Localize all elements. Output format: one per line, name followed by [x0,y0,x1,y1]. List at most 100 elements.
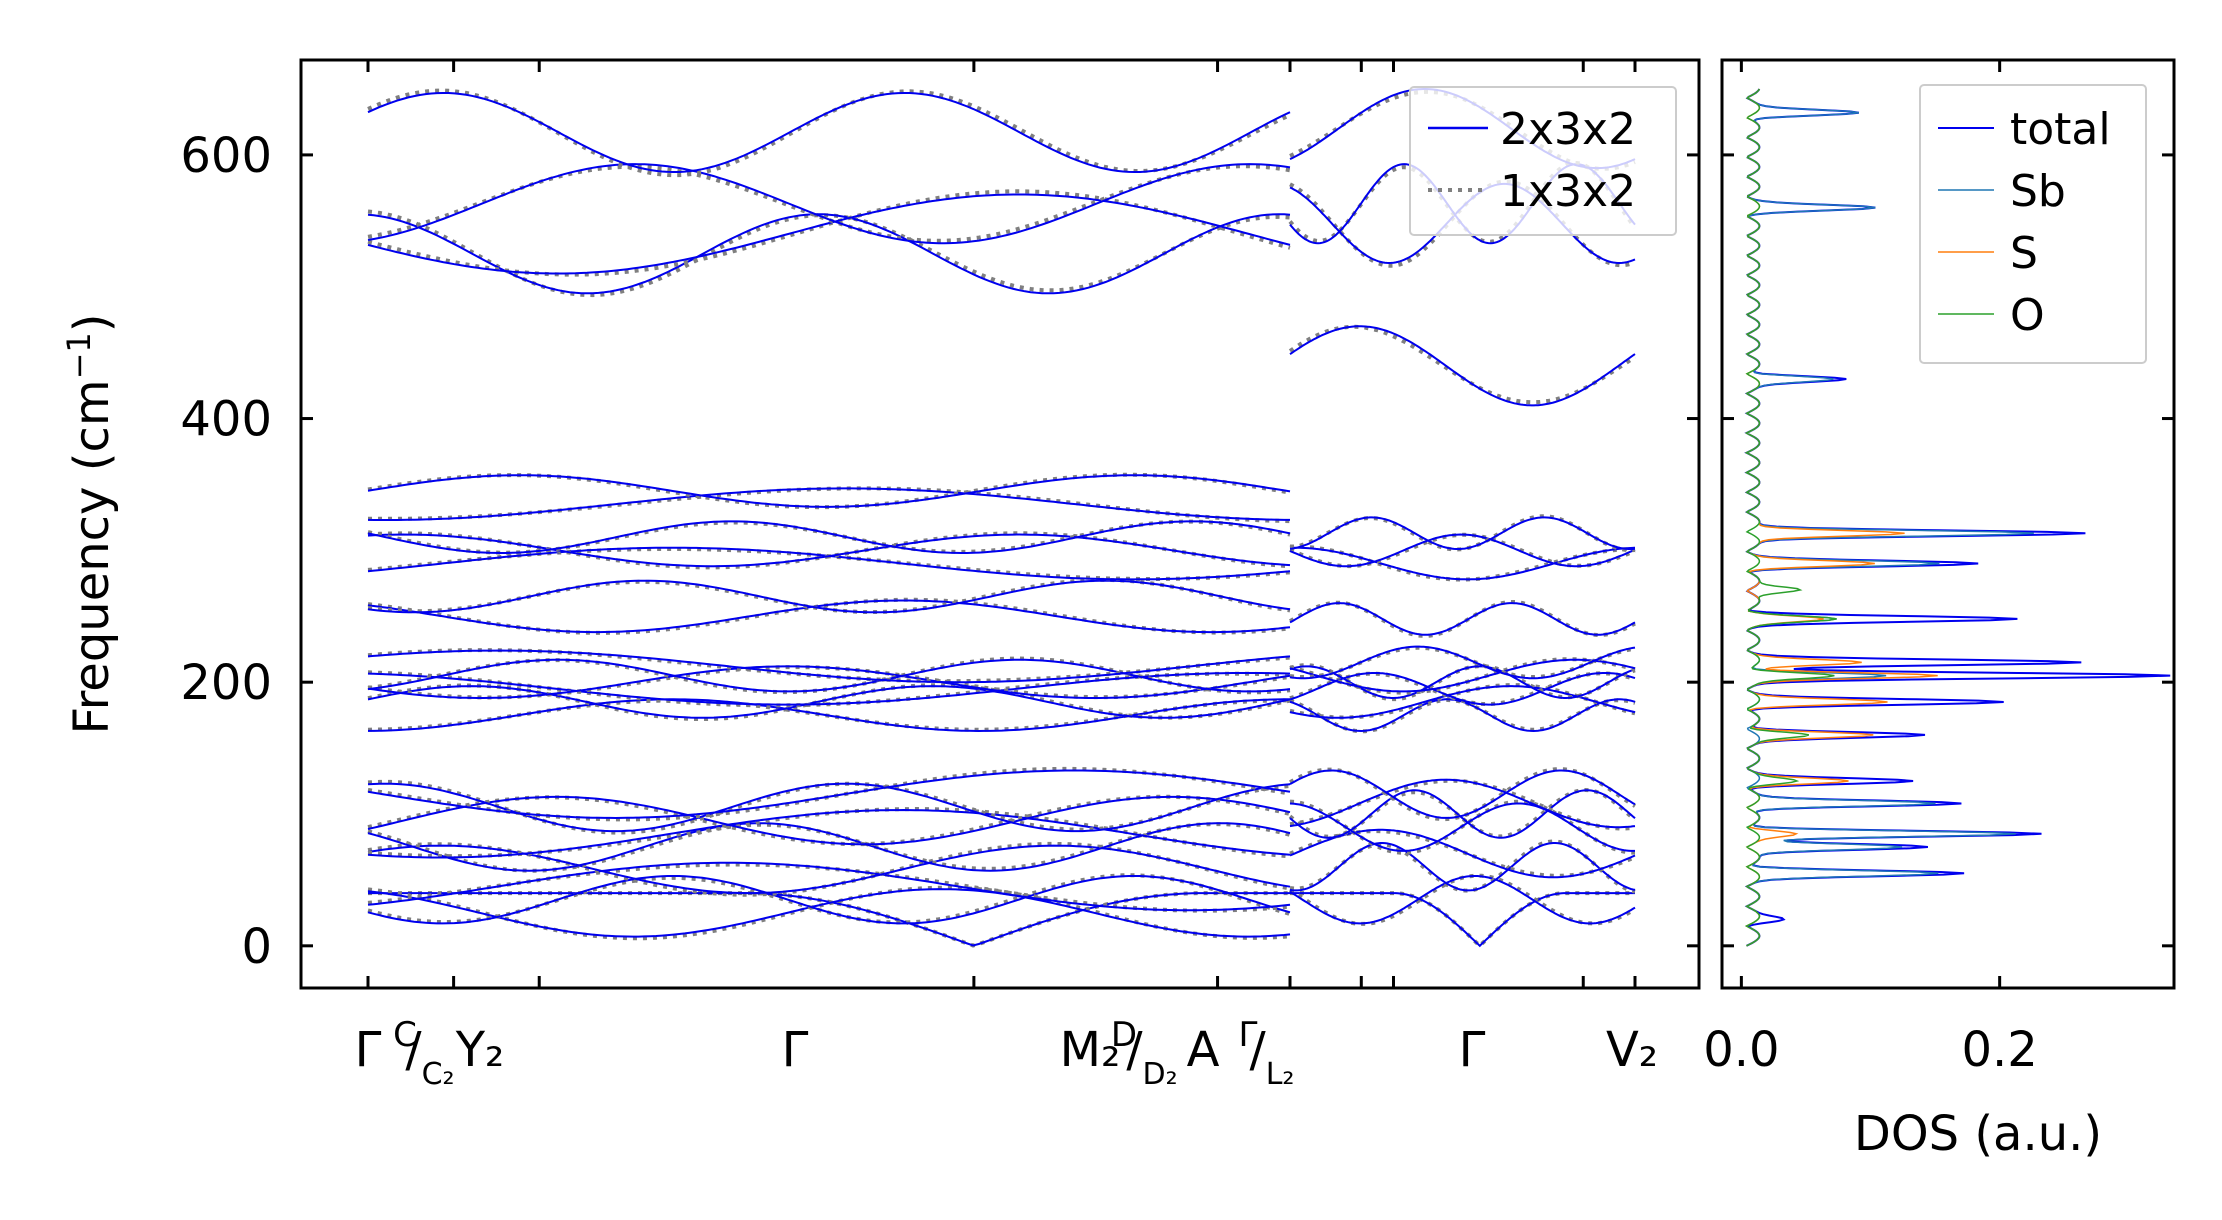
band-line-2x3x2 [367,672,1291,706]
y-tick-label: 0 [241,919,272,975]
band-line-2x3x2 [1289,778,1636,829]
band-line-1x3x2 [367,189,1291,277]
band-line-2x3x2 [367,888,1291,938]
y-tick-label: 600 [180,128,272,184]
band-line-1x3x2 [367,665,1291,700]
band-line-1x3x2 [1289,839,1636,894]
band-line-2x3x2 [1289,602,1636,636]
dos-x-ticks: 0.0 0.2 [1703,60,2038,1078]
band-line-2x3x2 [367,658,1291,693]
dos-panel-frame [1720,58,2176,990]
dos-line-s [1744,88,1938,947]
band-line-1x3x2 [367,88,1291,178]
dos-x-tick-label: 0.2 [1961,1022,2037,1078]
x-tick-label: Γ [782,1022,809,1078]
band-legend-box [1409,86,1677,236]
band-line-2x3x2 [368,698,1290,733]
band-line-1x3x2 [367,209,1291,298]
band-line-2x3x2 [367,193,1291,275]
dos-legend-box [1919,84,2147,364]
band-line-2x3x2 [1289,533,1636,568]
band-line-2x3x2 [1289,698,1636,733]
band-line-1x3x2 [367,779,1291,835]
band-line-2x3x2 [1289,842,1636,892]
x-tick-label: Y₂ [455,1022,505,1078]
band-x-ticks: Γ C/C₂ Y₂ Γ M₂D/D₂ A Γ/L₂ Γ V₂ [355,60,1658,1092]
x-tick-label: D [1111,1015,1137,1055]
band-line-2x3x2 [1289,516,1636,550]
band-line-1x3x2 [1289,645,1636,679]
band-line-2x3x2 [1289,645,1636,680]
legend-label-2x3x2: 2x3x2 [1500,104,1636,155]
band-line-2x3x2 [1289,658,1636,693]
band-line-1x3x2 [1288,324,1637,405]
band-line-1x3x2 [367,519,1291,555]
dos-line-o [1744,88,1837,947]
band-line-2x3x2 [367,533,1291,568]
band-line-2x3x2 [1289,665,1636,699]
legend-label-total: total [2010,104,2111,155]
band-line-1x3x2 [367,531,1291,570]
dos-legend: total Sb S O [1919,84,2147,364]
band-line-2x3x2 [367,769,1291,820]
x-tick-label: M₂ [1060,1022,1121,1078]
band-line-1x3x2 [367,577,1291,614]
x-tick-label: /D₂ [1126,1022,1177,1092]
band-line-1x3x2 [367,822,1291,873]
band-line-2x3x2 [1290,892,1635,948]
band-line-2x3x2 [1289,672,1636,706]
band-line-2x3x2 [367,861,1291,912]
x-tick-label: V₂ [1606,1022,1658,1078]
x-tick-label: /C₂ [405,1022,454,1092]
band-line-1x3x2 [1288,873,1636,926]
band-line-2x3x2 [367,795,1291,846]
band-y-ticks: 0 200 400 600 [180,128,1699,975]
band-line-1x3x2 [1290,544,1636,582]
band-line-1x3x2 [1289,799,1635,855]
y-tick-label: 200 [180,655,272,711]
band-line-2x3x2 [367,487,1290,521]
band-line-2x3x2 [367,665,1291,699]
dos-x-axis-label: DOS (a.u.) [1854,1106,2102,1162]
legend-label-sb: Sb [2010,166,2066,217]
band-line-1x3x2 [1288,787,1637,839]
band-line-2x3x2 [367,520,1291,554]
dos-x-tick-label: 0.0 [1703,1022,1779,1078]
band-line-2x3x2 [367,649,1291,684]
band-panel-frame [299,58,1701,990]
band-line-2x3x2 [1289,546,1636,581]
band-line-2x3x2 [1289,789,1636,839]
band-line-2x3x2 [1289,875,1636,925]
band-line-2x3x2 [1289,769,1636,819]
band-line-2x3x2 [367,163,1291,245]
x-tick-label: Γ [1459,1022,1486,1078]
band-line-2x3x2 [367,92,1291,173]
x-tick-label: A [1187,1022,1220,1078]
dos-y-ticks [1722,153,2174,948]
band-line-2x3x2 [1289,802,1635,852]
band-line-1x3x2 [367,164,1291,243]
dos-panel: 0.0 0.2 DOS (a.u.) total Sb S O [1703,58,2176,1162]
y-tick-label: 400 [180,392,272,448]
band-line-1x3x2 [1289,778,1636,831]
x-tick-label: /L₂ [1250,1022,1295,1092]
dos-lines [1744,88,2171,947]
legend-label-1x3x2: 1x3x2 [1500,166,1636,217]
band-line-1x3x2 [368,486,1291,524]
band-line-2x3x2 [367,875,1291,925]
band-line-2x3x2 [1289,325,1636,407]
band-line-1x3x2 [1289,532,1636,569]
band-line-2x3x2 [367,685,1291,719]
band-line-2x3x2 [367,808,1291,859]
band-legend: 2x3x2 1x3x2 [1409,86,1677,236]
x-tick-label: Γ [355,1022,382,1078]
band-line-2x3x2 [367,474,1291,508]
band-line-2x3x2 [367,579,1291,614]
band-line-1x3x2 [1289,829,1636,878]
y-axis-label: Frequency (cm−1) [60,313,120,734]
legend-label-o: O [2010,290,2045,341]
band-line-2x3x2 [367,599,1291,634]
x-tick-label: Γ [1239,1015,1258,1055]
